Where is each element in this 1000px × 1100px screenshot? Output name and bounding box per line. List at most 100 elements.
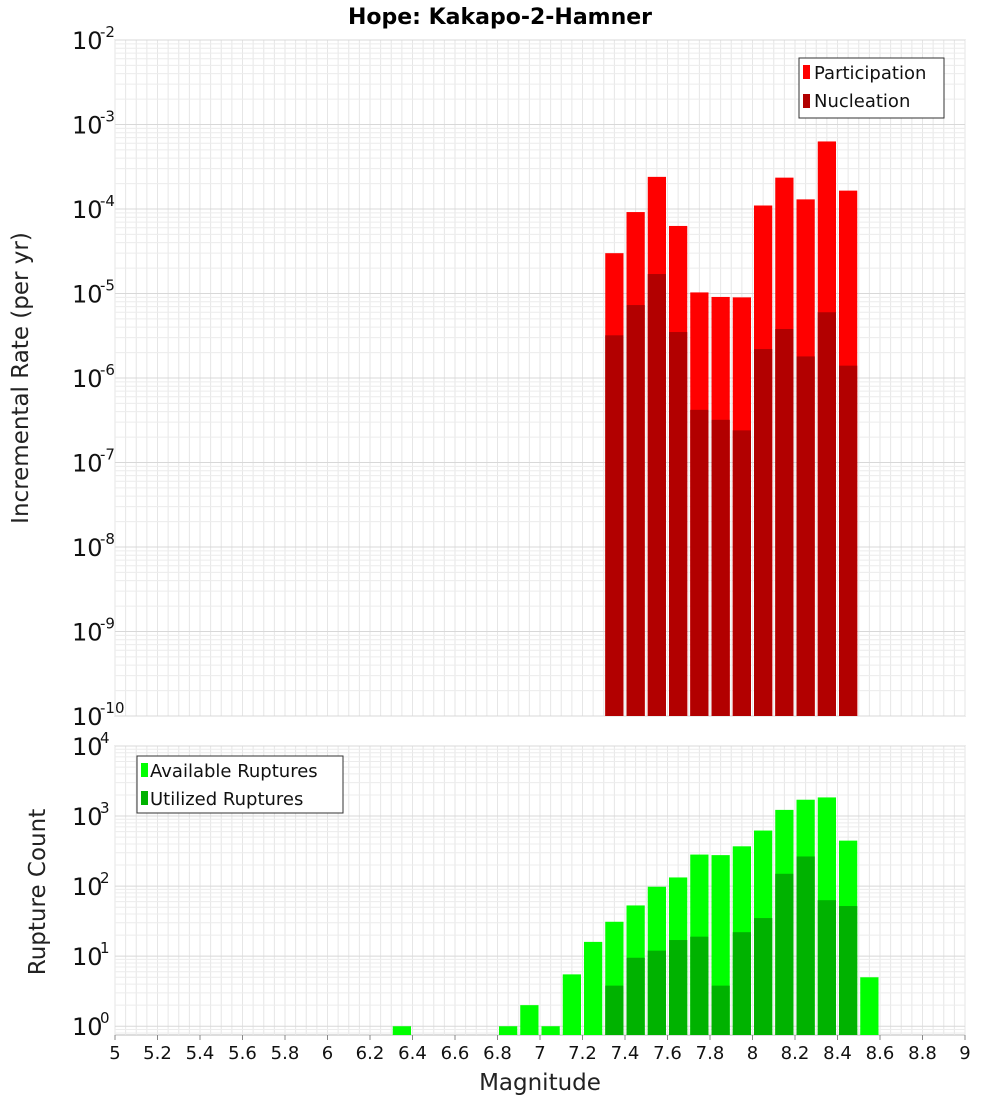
available-legend-swatch: [141, 763, 148, 777]
nucleation-bar: [669, 332, 688, 716]
y-tick-exponent: -7: [100, 446, 115, 464]
x-tick-label: 7.4: [611, 1043, 640, 1064]
x-tick-label: 6: [322, 1043, 333, 1064]
x-tick-label: 8.8: [908, 1043, 937, 1064]
nucleation-bar: [732, 430, 751, 716]
rate-legend-box: [798, 57, 945, 119]
nucleation-bar: [796, 356, 815, 716]
x-tick-label: 5.2: [143, 1043, 172, 1064]
utilized-ruptures-bar: [626, 957, 645, 1035]
x-tick-label: 7.2: [568, 1043, 597, 1064]
y-tick-exponent: -9: [100, 615, 115, 633]
y-tick-label: 10: [72, 1013, 103, 1041]
chart-title: Hope: Kakapo-2-Hamner: [348, 5, 652, 30]
y-tick-label: 10: [72, 703, 103, 731]
utilized-ruptures-bar: [817, 900, 836, 1035]
count-bars: [392, 797, 879, 1035]
y-tick-label: 10: [72, 112, 103, 140]
available-ruptures-bar: [860, 977, 879, 1035]
x-tick-label: 8.6: [866, 1043, 895, 1064]
y-tick-label: 10: [72, 196, 103, 224]
y-tick-exponent: -8: [100, 530, 115, 548]
x-tick-label: 5.4: [186, 1043, 215, 1064]
x-axis-label: Magnitude: [479, 1070, 601, 1096]
y-tick-exponent: -10: [100, 699, 125, 717]
nucleation-legend-label: Nucleation: [814, 91, 910, 112]
y-tick-exponent: 3: [100, 799, 110, 817]
count-legend: Available Ruptures Utilized Ruptures: [136, 755, 344, 814]
x-tick-label: 6.6: [441, 1043, 470, 1064]
y-tick-label: 10: [72, 733, 103, 761]
utilized-ruptures-bar: [605, 985, 624, 1035]
x-tick-label: 6.4: [398, 1043, 427, 1064]
nucleation-bar: [839, 365, 858, 716]
nucleation-bar: [775, 329, 794, 716]
utilized-legend-label: Utilized Ruptures: [150, 789, 303, 810]
x-tick-label: 8.4: [823, 1043, 852, 1064]
y-tick-exponent: 0: [100, 1009, 110, 1027]
y-tick-label: 10: [72, 873, 103, 901]
y-tick-label: 10: [72, 534, 103, 562]
magnitude-x-ticks: 5 5.2 5.4 5.6 5.8 6 6.2 6.4 6.6 6.8 7 7.2 7.4 7.6 7.8 8…: [109, 1035, 971, 1064]
utilized-ruptures-bar: [796, 856, 815, 1035]
available-ruptures-bar: [562, 974, 581, 1035]
x-tick-label: 9: [959, 1043, 970, 1064]
y-tick-label: 10: [72, 803, 103, 831]
y-tick-label: 10: [72, 943, 103, 971]
utilized-legend-swatch: [141, 791, 148, 805]
rate-bars: [605, 141, 858, 717]
nucleation-bar: [817, 312, 836, 716]
utilized-ruptures-bar: [669, 940, 688, 1035]
x-tick-label: 5.8: [271, 1043, 300, 1064]
nucleation-bar: [605, 335, 624, 716]
rate-y-axis-label: Incremental Rate (per yr): [8, 232, 34, 524]
y-tick-label: 10: [72, 281, 103, 309]
y-tick-exponent: -4: [100, 192, 115, 210]
x-tick-label: 7.6: [653, 1043, 682, 1064]
x-tick-label: 7: [534, 1043, 545, 1064]
available-ruptures-bar: [392, 1026, 411, 1035]
rate-grid: [114, 39, 966, 717]
utilized-ruptures-bar: [711, 985, 730, 1035]
utilized-ruptures-bar: [754, 918, 773, 1035]
utilized-ruptures-bar: [775, 873, 794, 1035]
utilized-ruptures-bar: [647, 950, 666, 1035]
available-ruptures-bar: [541, 1026, 560, 1035]
x-tick-label: 6.2: [356, 1043, 385, 1064]
nucleation-bar: [647, 274, 666, 716]
y-tick-exponent: -3: [100, 108, 115, 126]
participation-legend-swatch: [803, 65, 810, 79]
y-tick-label: 10: [72, 27, 103, 55]
count-y-axis-label: Rupture Count: [25, 809, 51, 975]
x-tick-label: 5: [109, 1043, 120, 1064]
rate-legend: Participation Nucleation: [798, 57, 945, 119]
utilized-ruptures-bar: [690, 936, 709, 1035]
x-tick-label: 8: [747, 1043, 758, 1064]
x-tick-label: 7.8: [696, 1043, 725, 1064]
nucleation-bar: [690, 409, 709, 716]
x-tick-label: 8.2: [781, 1043, 810, 1064]
utilized-ruptures-bar: [732, 932, 751, 1035]
nucleation-bar: [626, 305, 645, 716]
nucleation-bar: [711, 419, 730, 716]
available-ruptures-bar: [499, 1026, 518, 1035]
count-legend-box: [136, 755, 344, 814]
y-tick-label: 10: [72, 365, 103, 393]
nucleation-bar: [754, 349, 773, 716]
available-ruptures-bar: [520, 1005, 539, 1035]
y-tick-exponent: -5: [100, 277, 115, 295]
nucleation-legend-swatch: [803, 94, 810, 108]
y-tick-label: 10: [72, 450, 103, 478]
y-tick-exponent: -6: [100, 361, 115, 379]
x-tick-label: 5.6: [228, 1043, 257, 1064]
y-tick-exponent: 4: [100, 729, 110, 747]
x-tick-label: 6.8: [483, 1043, 512, 1064]
y-tick-exponent: 2: [100, 869, 110, 887]
y-tick-label: 10: [72, 619, 103, 647]
utilized-ruptures-bar: [839, 906, 858, 1035]
participation-legend-label: Participation: [814, 63, 926, 84]
